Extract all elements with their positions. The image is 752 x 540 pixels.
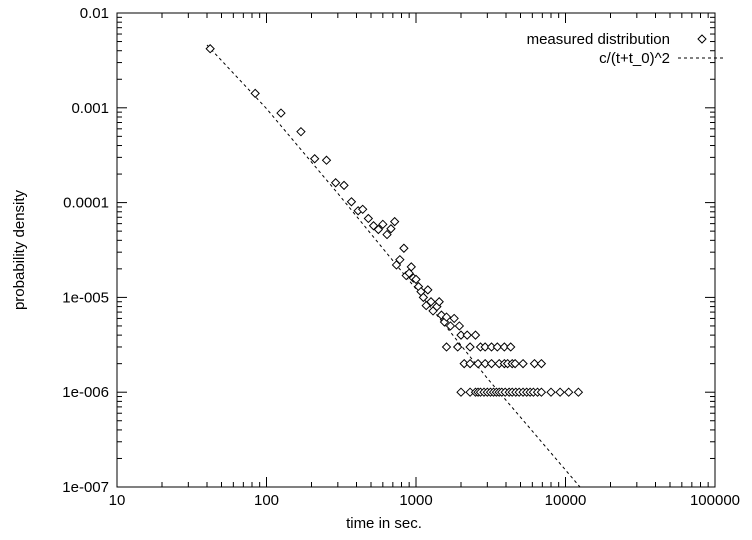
y-tick-label: 1e-006 <box>62 384 109 401</box>
data-point <box>555 387 565 397</box>
data-point <box>378 219 388 230</box>
data-point <box>454 321 465 331</box>
data-point <box>296 126 306 137</box>
x-tick-label: 100 <box>254 492 279 509</box>
data-point <box>465 342 475 352</box>
data-point <box>546 387 556 397</box>
y-tick-label: 1e-007 <box>62 479 109 496</box>
data-point <box>276 108 286 118</box>
data-point <box>473 358 483 369</box>
data-point <box>434 297 444 307</box>
data-point <box>330 178 341 188</box>
data-point <box>346 197 357 207</box>
data-point <box>426 297 436 307</box>
data-point <box>510 358 520 369</box>
x-axis: 10 100 1000 10000 100000 <box>109 13 740 509</box>
data-point <box>536 358 547 369</box>
data-point <box>395 254 405 265</box>
y-tick-label: 0.0001 <box>63 195 109 212</box>
y-axis-label: probability density <box>11 189 28 310</box>
data-point <box>399 243 409 253</box>
fit-curve-layer <box>206 44 581 488</box>
data-point <box>480 342 490 352</box>
plot-frame <box>116 12 716 488</box>
data-point <box>411 274 421 285</box>
data-point <box>441 312 452 322</box>
x-tick-label: 1000 <box>399 492 432 509</box>
legend-label-fit: c/(t+t_0)^2 <box>599 50 670 67</box>
x-tick-label: 10000 <box>545 492 587 509</box>
data-point <box>382 229 392 240</box>
legend: measured distribution c/(t+t_0)^2 <box>527 31 723 67</box>
measured-points-layer <box>205 44 584 397</box>
data-point <box>573 387 584 397</box>
y-tick-label: 0.01 <box>80 5 109 22</box>
data-point <box>445 321 456 331</box>
data-point <box>480 358 490 369</box>
data-point <box>441 342 452 352</box>
data-point <box>406 262 416 272</box>
fit-curve <box>206 44 581 488</box>
data-point <box>499 342 510 352</box>
data-point <box>505 342 516 352</box>
data-point <box>486 358 497 369</box>
legend-diamond-marker <box>697 34 707 44</box>
data-point <box>452 342 463 352</box>
data-point <box>449 313 459 324</box>
data-point <box>529 358 540 369</box>
y-tick-label: 1e-005 <box>62 289 109 306</box>
data-point <box>563 387 574 397</box>
data-point <box>321 155 332 165</box>
data-point <box>357 204 368 214</box>
data-point <box>456 387 466 397</box>
data-point <box>205 44 215 54</box>
data-point <box>339 180 349 191</box>
legend-marker-measured <box>697 34 707 44</box>
data-point <box>418 292 429 303</box>
data-point <box>423 285 433 295</box>
legend-label-measured: measured distribution <box>527 31 670 48</box>
data-point <box>465 358 475 369</box>
data-point <box>462 330 472 340</box>
x-axis-label: time in sec. <box>346 515 422 532</box>
x-tick-label: 10 <box>109 492 126 509</box>
data-point <box>386 224 396 234</box>
data-point <box>470 330 481 340</box>
data-point <box>536 387 547 397</box>
data-point <box>373 224 384 235</box>
y-axis: 1e-007 1e-006 1e-005 0.0001 0.001 0.01 <box>62 5 715 496</box>
data-point <box>492 342 503 352</box>
data-point <box>389 216 400 227</box>
data-point <box>309 154 320 164</box>
data-point <box>518 358 528 369</box>
data-point <box>363 213 374 224</box>
plot-border <box>116 12 716 488</box>
data-point <box>456 330 466 340</box>
data-point <box>250 88 260 99</box>
x-tick-label: 100000 <box>690 492 740 509</box>
y-tick-label: 0.001 <box>71 100 109 117</box>
